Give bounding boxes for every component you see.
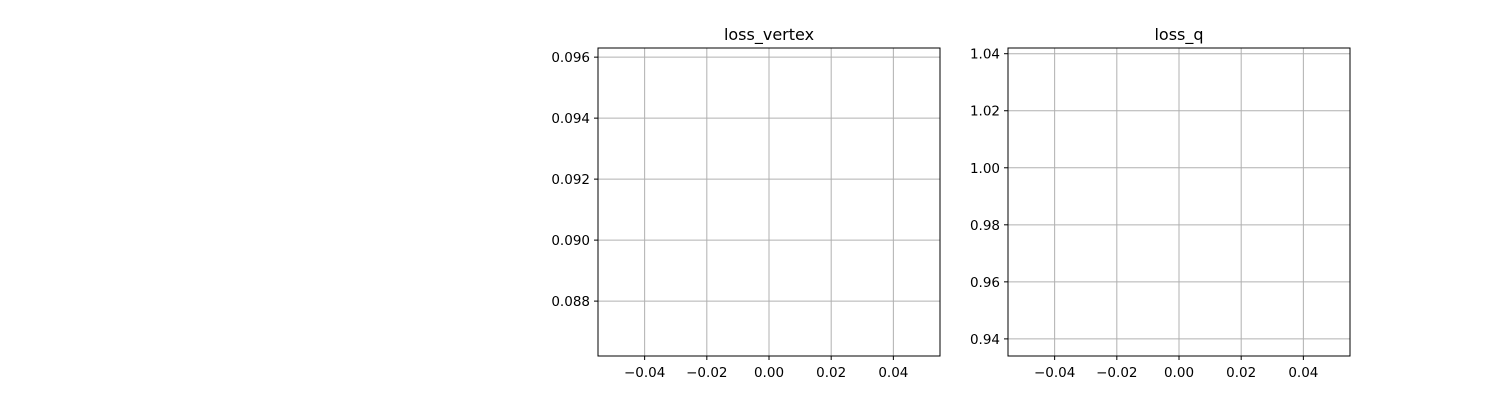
y-tick-label: 0.088 [551, 294, 590, 310]
x-tick-label: 0.04 [878, 365, 908, 381]
chart-title: loss_q [1154, 25, 1203, 45]
x-tick-label: 0.02 [816, 365, 846, 381]
chart-title: loss_vertex [724, 25, 814, 45]
y-tick-label: 0.96 [970, 275, 1000, 291]
x-tick-label: 0.04 [1288, 365, 1318, 381]
y-tick-label: 0.090 [551, 233, 590, 249]
y-tick-label: 0.094 [551, 111, 590, 127]
y-tick-label: 1.04 [970, 47, 1000, 63]
x-tick-label: −0.02 [1096, 365, 1137, 381]
x-tick-label: −0.04 [624, 365, 665, 381]
y-tick-label: 0.94 [970, 332, 1000, 348]
x-tick-label: 0.02 [1226, 365, 1256, 381]
y-tick-label: 1.02 [970, 104, 1000, 120]
y-tick-label: 1.00 [970, 161, 1000, 177]
y-tick-label: 0.096 [551, 50, 590, 66]
x-tick-label: −0.02 [686, 365, 727, 381]
y-tick-label: 0.98 [970, 218, 1000, 234]
x-tick-label: 0.00 [1164, 365, 1194, 381]
chart-panel-loss-q: loss_q −0.04 −0.02 0.00 0.02 0.04 0.94 0.96 0.9… [970, 25, 1351, 381]
y-tick-label: 0.092 [551, 172, 590, 188]
x-tick-label: −0.04 [1034, 365, 1075, 381]
chart-panel-loss-vertex: loss_vertex −0.04 −0.02 0.00 0.02 0.04 0.088 0… [551, 25, 941, 381]
x-tick-label: 0.00 [754, 365, 784, 381]
